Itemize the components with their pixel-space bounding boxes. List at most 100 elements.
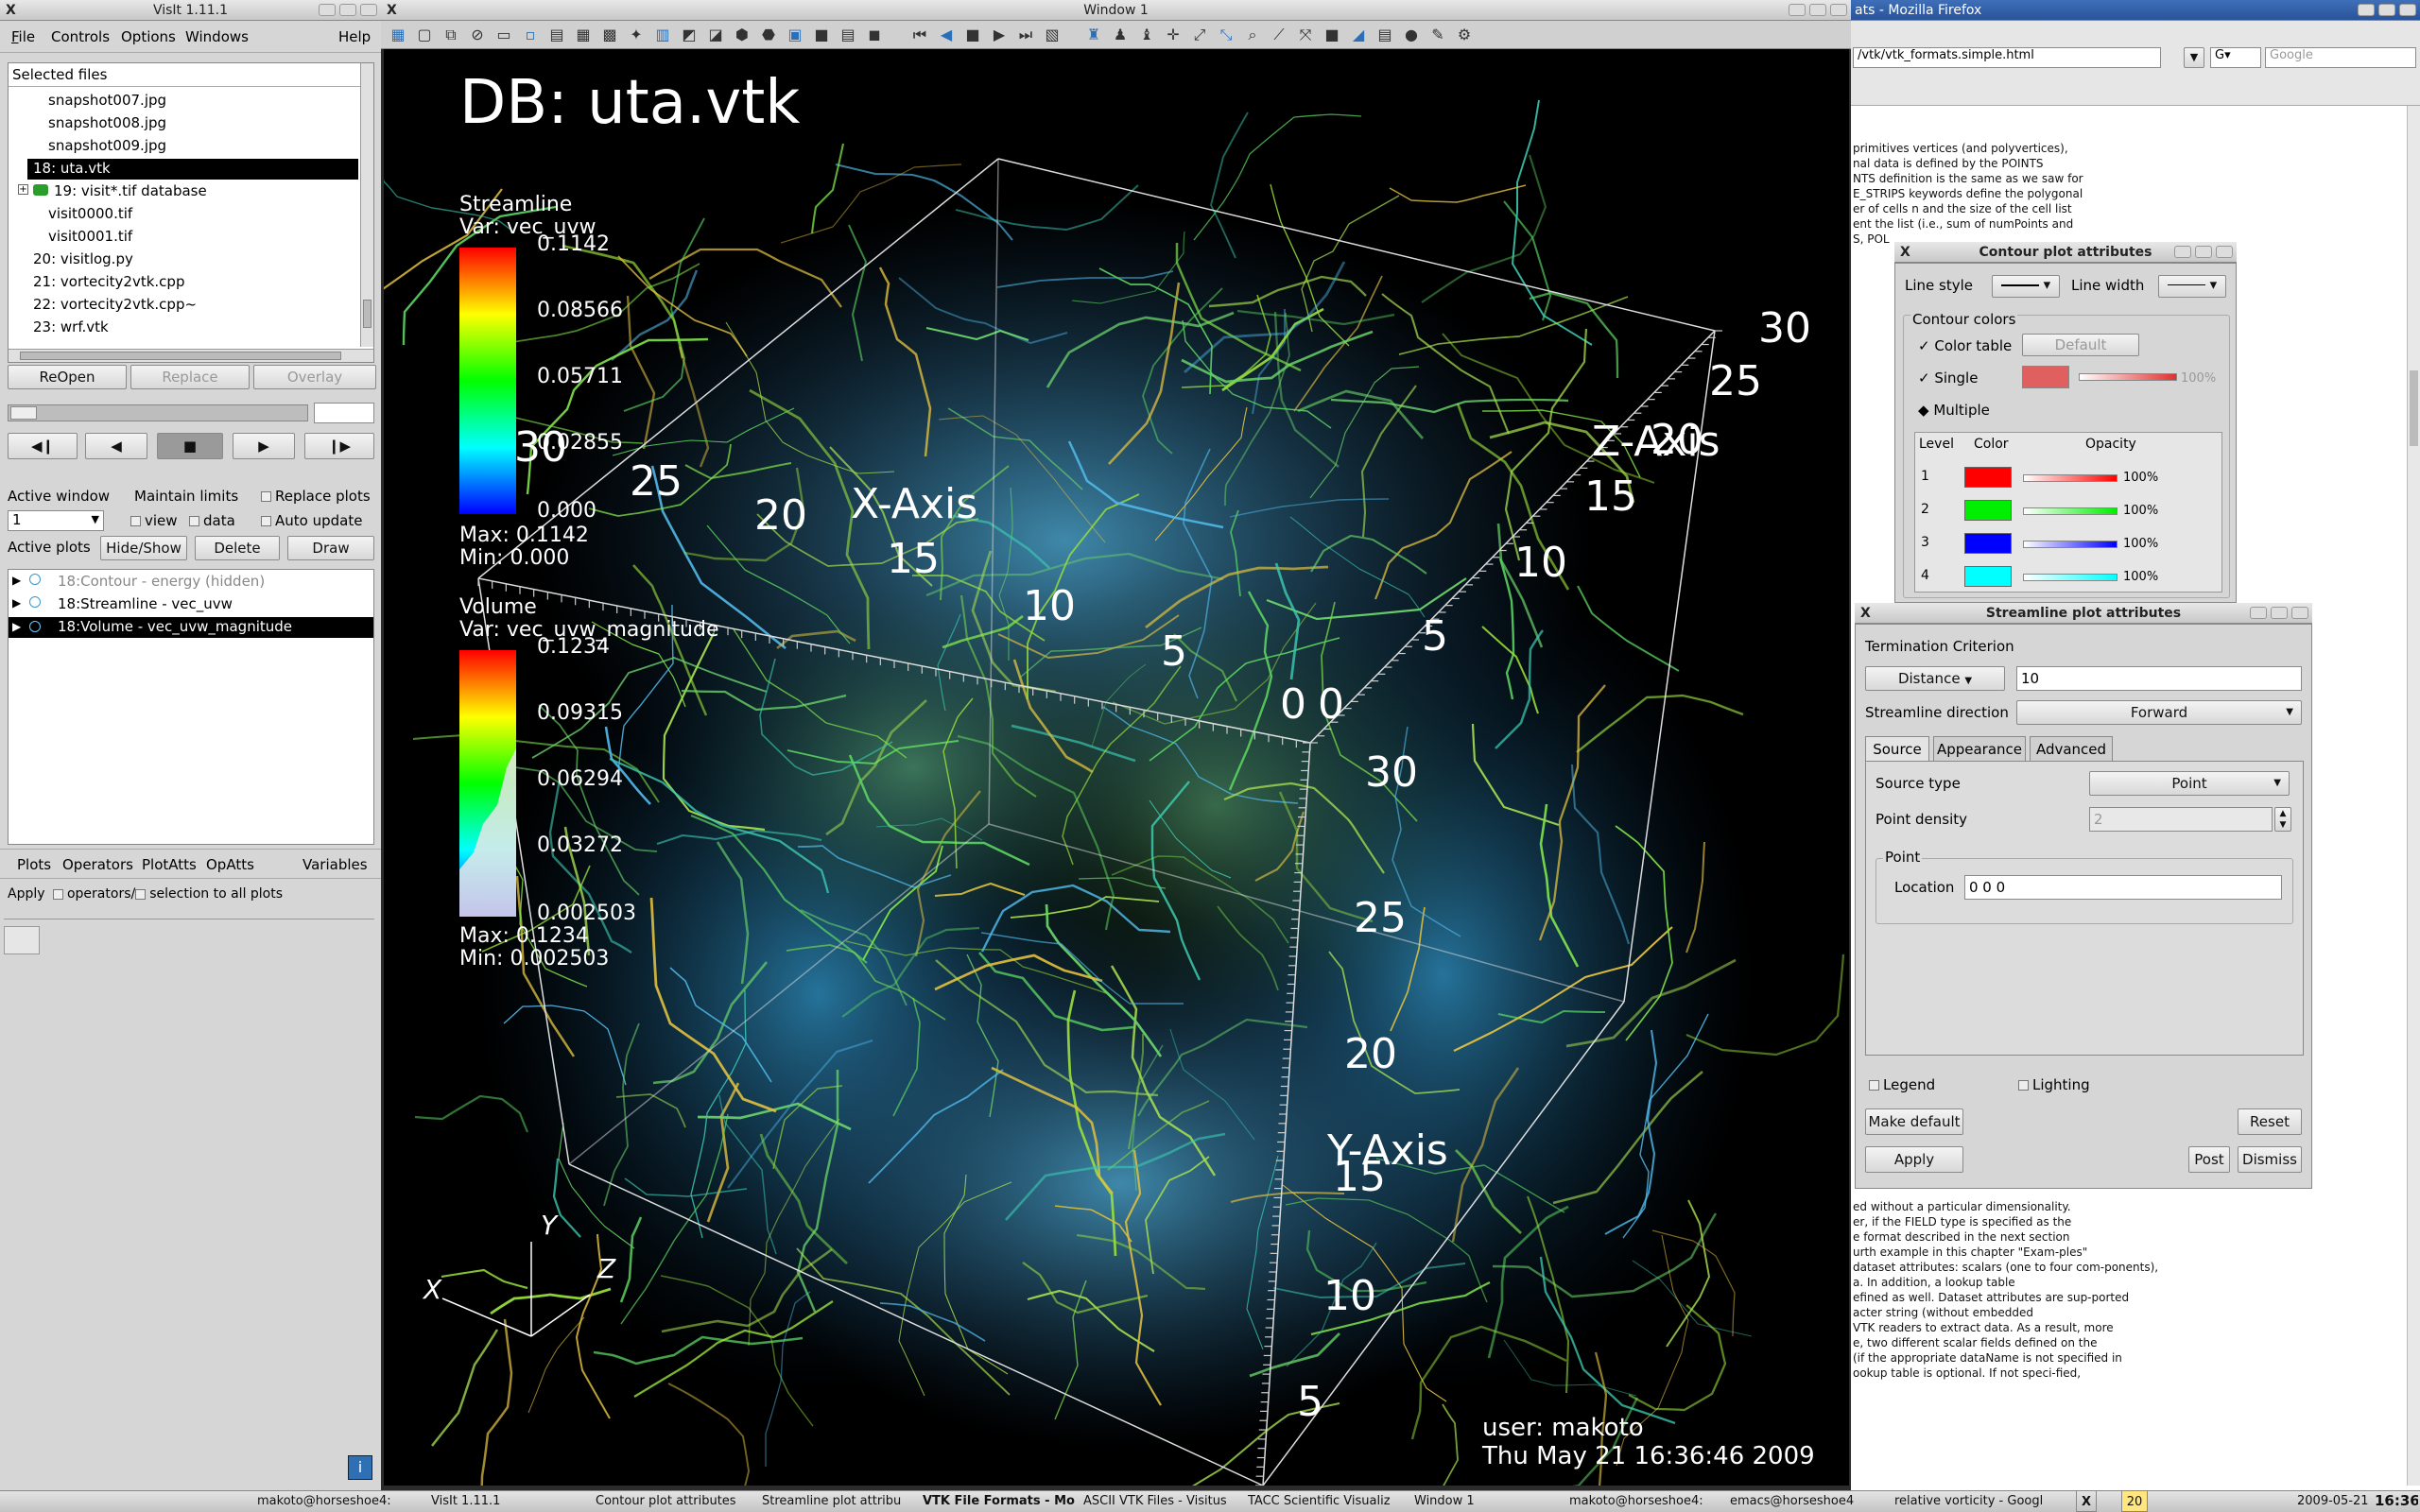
taskbar-item[interactable]: VisIt 1.11.1 [431,1494,501,1508]
list-item[interactable]: visit0000.tif [48,205,133,222]
taskbar-item[interactable]: ASCII VTK Files - Visitus [1083,1494,1227,1508]
time-slider-handle[interactable] [10,406,37,420]
close-icon[interactable]: X [2076,1490,2097,1512]
levels-table[interactable]: Level Color Opacity 1 100% 2 100% 3 100% 4 100% [1914,432,2222,593]
level-opacity-slider[interactable] [2023,541,2118,548]
color-table-radio[interactable]: ✓ Color table [1918,337,2013,354]
close-icon[interactable] [2399,4,2416,16]
time-state-input[interactable] [314,403,374,423]
replace-button[interactable]: Replace [130,365,250,389]
level-row[interactable]: 3 100% [1915,531,2218,559]
toolbar-tool-icon[interactable]: ⌕ [1248,26,1257,43]
reset-button[interactable]: Reset [2238,1108,2302,1135]
make-default-button[interactable]: Make default [1865,1108,1963,1135]
overlay-button[interactable]: Overlay [253,365,376,389]
operators-checkbox[interactable] [52,888,63,900]
maximize-icon[interactable] [2378,4,2395,16]
toolbar-tool-icon[interactable]: ▶ [993,26,1006,43]
list-item[interactable]: visit0001.tif [48,228,133,245]
toolbar-tool-icon[interactable]: ◩ [682,26,697,43]
toolbar-tool-icon[interactable]: ◼ [868,26,881,43]
list-item[interactable]: snapshot008.jpg [48,114,167,131]
scrollbar-thumb[interactable] [20,352,341,360]
firefox-titlebar[interactable]: ats - Mozilla Firefox [1851,0,2420,21]
vis-canvas[interactable]: DB: uta.vtk Streamline Var: vec_uvw 0.11… [384,49,1849,1486]
level-opacity-slider[interactable] [2023,574,2118,581]
dismiss-button[interactable]: Dismiss [2238,1146,2302,1173]
toolbar-tool-icon[interactable]: ■ [1324,26,1340,43]
view-checkbox[interactable]: view [130,512,178,529]
tab-variables[interactable]: Variables [302,856,368,873]
single-radio[interactable]: ✓ Single [1918,369,1979,387]
toolbar-tool-icon[interactable]: ⊘ [471,26,484,43]
toolbar-tool-icon[interactable]: ▦ [390,26,406,43]
scrollbar-thumb[interactable] [363,300,372,328]
list-item[interactable]: 22: vortecity2vtk.cpp~ [33,296,198,313]
notepad-area[interactable] [4,926,40,954]
streamline-titlebar[interactable]: X Streamline plot attributes [1855,603,2312,624]
time-slider[interactable] [8,404,308,421]
toolbar-tool-icon[interactable]: ✛ [1167,26,1180,43]
toolbar-tool-icon[interactable]: ♜ [1086,26,1101,43]
tab-opatts[interactable]: OpAtts [206,856,254,873]
toolbar-tool-icon[interactable]: ▦ [576,26,591,43]
toolbar-tool-icon[interactable]: ✦ [630,26,643,43]
taskbar-item[interactable]: TACC Scientific Visualiz [1248,1494,1391,1508]
level-color-swatch[interactable] [1964,533,2012,554]
toolbar-tool-icon[interactable]: ■ [814,26,829,43]
contour-titlebar[interactable]: X Contour plot attributes [1894,242,2237,263]
active-window-select[interactable]: 1 ▼ [8,510,104,531]
termination-select[interactable]: Distance ▼ [1865,666,2005,691]
data-checkbox[interactable]: data [189,512,235,529]
lighting-checkbox[interactable]: Lighting [2018,1076,2090,1093]
scrollbar-thumb[interactable] [2410,370,2418,446]
step-back-button[interactable]: ◀❙ [8,433,78,459]
toolbar-tool-icon[interactable]: ◪ [708,26,723,43]
list-item[interactable]: 19: visit*.tif database [54,182,207,199]
toolbar-tool-icon[interactable]: ▩ [602,26,617,43]
taskbar-item[interactable]: VTK File Formats - Mo [923,1494,1075,1508]
taskbar-item[interactable]: Window 1 [1414,1494,1475,1508]
toolbar-tool-icon[interactable]: ◢ [1352,26,1365,43]
replace-plots-checkbox[interactable]: Replace plots [261,488,371,505]
expand-icon[interactable]: + [18,184,28,195]
delete-button[interactable]: Delete [195,536,280,560]
list-item-selected[interactable]: 18: uta.vtk [33,160,111,177]
toolbar-tool-icon[interactable]: ♟ [1113,26,1128,43]
toolbar-tool-icon[interactable]: ⟋ [1273,26,1285,43]
active-plots-list[interactable]: ▶ 18:Contour - energy (hidden) ▶ 18:Stre… [8,569,374,845]
step-forward-button[interactable]: ❙▶ [304,433,374,459]
toolbar-tool-icon[interactable]: ⏮ [912,26,927,43]
close-icon[interactable]: X [1900,245,1910,260]
plot-item[interactable]: 18:Contour - energy (hidden) [58,573,266,590]
expand-arrow-icon[interactable]: ▶ [12,574,22,587]
draw-button[interactable]: Draw [287,536,374,560]
single-opacity-slider[interactable] [2079,373,2177,381]
taskbar-item[interactable]: Streamline plot attribu [762,1494,902,1508]
maximize-icon[interactable] [2195,246,2212,258]
info-icon[interactable]: i [348,1455,372,1480]
direction-select[interactable]: Forward ▼ [2016,700,2302,725]
toolbar-tool-icon[interactable]: ▭ [496,26,511,43]
expand-arrow-icon[interactable]: ▶ [12,620,22,633]
menu-file[interactable]: File [11,28,36,45]
minimize-icon[interactable] [2250,607,2267,619]
tab-plotatts[interactable]: PlotAtts [142,856,197,873]
toolbar-tool-icon[interactable]: ⚙ [1457,26,1472,43]
toolbar-tool-icon[interactable]: ▤ [840,26,856,43]
list-item[interactable]: 21: vortecity2vtk.cpp [33,273,185,290]
level-row[interactable]: 2 100% [1915,498,2218,526]
workspace-counter[interactable]: 20 [2121,1490,2148,1512]
taskbar-item[interactable]: makoto@horseshoe4: [257,1494,391,1508]
close-icon[interactable]: X [1860,606,1871,621]
reopen-button[interactable]: ReOpen [8,365,127,389]
plot-item[interactable]: 18:Streamline - vec_uvw [58,595,233,612]
minimize-icon[interactable] [2174,246,2191,258]
toolbar-tool-icon[interactable]: ▫ [525,26,536,43]
menu-windows[interactable]: Windows [185,28,249,45]
toolbar-tool-icon[interactable]: ⤧ [1299,26,1312,43]
toolbar-tool-icon[interactable]: ■ [965,26,980,43]
vertical-scrollbar[interactable] [2407,106,2420,1486]
toolbar-tool-icon[interactable]: ✎ [1431,26,1444,43]
stepper-icon[interactable]: ▲ ▼ [2274,807,2291,832]
